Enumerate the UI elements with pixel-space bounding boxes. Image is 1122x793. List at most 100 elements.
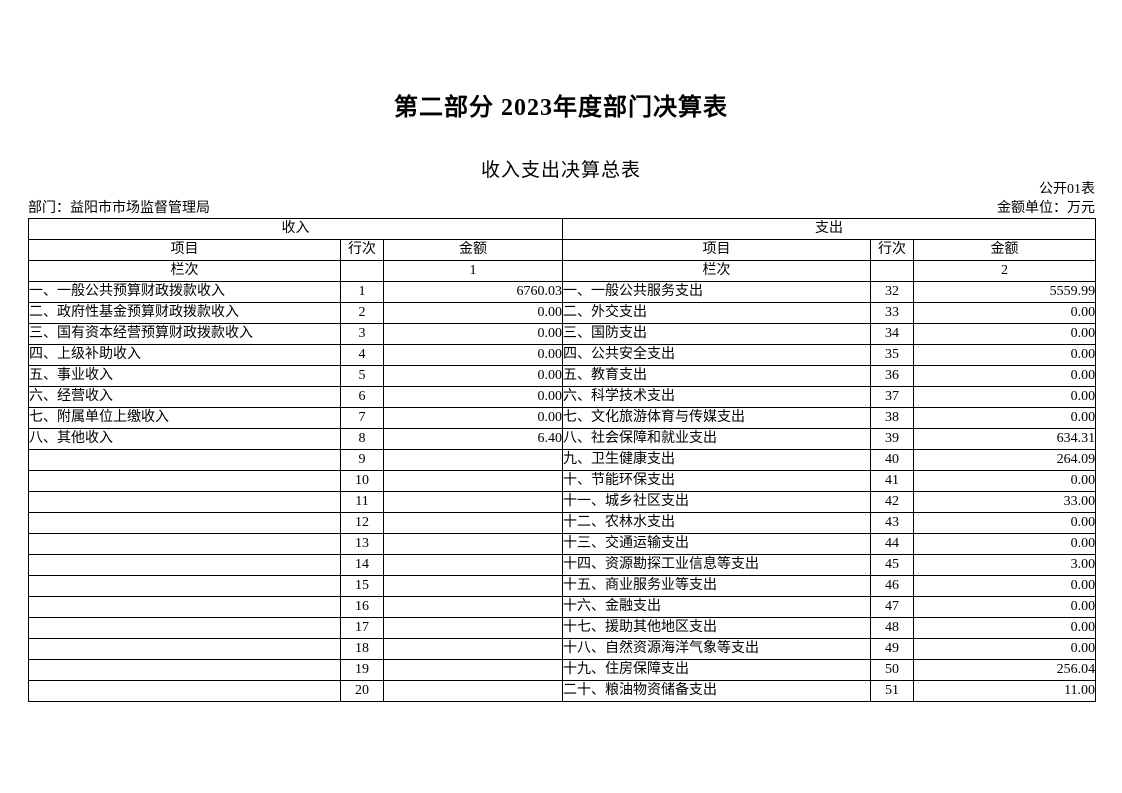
expense-item-cell: 五、教育支出 [562,365,872,387]
expense-item-cell: 三、国防支出 [562,323,872,345]
expense-rowno-cell: 41 [870,470,915,492]
table-row: 一、一般公共预算财政拨款收入 1 6760.03 一、一般公共服务支出 32 5559.9… [28,281,1097,303]
expense-item-cell: 十一、城乡社区支出 [562,491,872,513]
income-rowno-cell: 5 [340,365,384,387]
income-amount-cell [382,554,564,576]
table-row: 六、经营收入 6 0.00 六、科学技术支出 37 0.00 [28,386,1097,408]
expense-rowno-cell: 43 [870,512,915,534]
table-row: 10 十、节能环保支出 41 0.00 [28,470,1097,492]
expense-rowno-cell: 37 [870,386,915,408]
income-section-header: 收入 [27,218,564,240]
income-item-cell: 一、一般公共预算财政拨款收入 [28,281,341,303]
expense-rowno-cell: 40 [870,449,915,471]
income-rowno-cell: 11 [340,491,384,513]
income-item-cell: 八、其他收入 [28,428,341,450]
page-title: 第二部分 2023年度部门决算表 [394,95,728,121]
table-row: 16 十六、金融支出 47 0.00 [28,596,1097,618]
income-rowno-cell: 17 [340,617,384,639]
income-item-cell [28,617,341,639]
expense-item-cell: 四、公共安全支出 [562,344,872,366]
table-row: 四、上级补助收入 4 0.00 四、公共安全支出 35 0.00 [28,344,1097,366]
income-amount-cell [382,533,564,555]
expense-amount-cell: 0.00 [913,533,1097,555]
expense-item-cell: 十七、援助其他地区支出 [562,617,872,639]
income-rowno-cell: 15 [340,575,384,597]
table-row: 14 十四、资源勘探工业信息等支出 45 3.00 [28,554,1097,576]
income-item-cell: 六、经营收入 [28,386,341,408]
income-rowno-cell: 9 [340,449,384,471]
expense-rowno-cell: 42 [870,491,915,513]
expense-rowno-cell: 48 [870,617,915,639]
expense-rowno-cell: 38 [870,407,915,429]
column-header-row: 项目 行次 金额 项目 行次 金额 [28,239,1097,261]
income-amount-cell [382,449,564,471]
income-rowno-cell: 16 [340,596,384,618]
expense-amount-cell: 0.00 [913,575,1097,597]
table-code: 公开01表 [1039,182,1095,197]
expense-amount-cell: 0.00 [913,470,1097,492]
expense-amount-cell: 0.00 [913,365,1097,387]
table-row: 二、政府性基金预算财政拨款收入 2 0.00 二、外交支出 33 0.00 [28,302,1097,324]
expense-amount-cell: 0.00 [913,512,1097,534]
table-row: 17 十七、援助其他地区支出 48 0.00 [28,617,1097,639]
income-rowno-cell: 18 [340,638,384,660]
income-amount-cell [382,596,564,618]
income-item-cell: 三、国有资本经营预算财政拨款收入 [28,323,341,345]
income-rowno-cell: 6 [340,386,384,408]
income-rowno-cell: 12 [340,512,384,534]
income-amount-cell: 0.00 [382,323,564,345]
department-label: 部门：益阳市市场监督管理局 [28,201,210,216]
expense-rowno-cell: 36 [870,365,915,387]
income-amount-cell [382,638,564,660]
expense-rowno-cell: 47 [870,596,915,618]
expense-amount-cell: 0.00 [913,323,1097,345]
income-item-cell [28,470,341,492]
income-index-number: 1 [382,260,564,282]
expense-item-cell: 二、外交支出 [562,302,872,324]
expense-amount-cell: 634.31 [913,428,1097,450]
income-index-rowno-blank [340,260,384,282]
income-item-cell: 七、附属单位上缴收入 [28,407,341,429]
expense-item-cell: 八、社会保障和就业支出 [562,428,872,450]
expense-item-cell: 十五、商业服务业等支出 [562,575,872,597]
income-item-cell [28,680,341,702]
table-row: 20 二十、粮油物资储备支出 51 11.00 [28,680,1097,702]
expense-rowno-cell: 34 [870,323,915,345]
income-amount-cell [382,575,564,597]
income-rowno-cell: 20 [340,680,384,702]
expense-index-rowno-blank [870,260,915,282]
income-rowno-cell: 14 [340,554,384,576]
income-item-cell [28,575,341,597]
table-row: 八、其他收入 8 6.40 八、社会保障和就业支出 39 634.31 [28,428,1097,450]
income-item-cell: 二、政府性基金预算财政拨款收入 [28,302,341,324]
income-amount-cell: 6760.03 [382,281,564,303]
income-amount-cell: 6.40 [382,428,564,450]
expense-item-cell: 十八、自然资源海洋气象等支出 [562,638,872,660]
income-amount-cell [382,470,564,492]
table-row: 19 十九、住房保障支出 50 256.04 [28,659,1097,681]
income-expense-table: 收入 支出 项目 行次 金额 项目 行次 金额 栏次 1 栏次 2 一、一般公共… [27,218,1097,702]
expense-rowno-cell: 44 [870,533,915,555]
expense-amount-cell: 0.00 [913,302,1097,324]
income-amount-cell: 0.00 [382,407,564,429]
expense-amount-cell: 3.00 [913,554,1097,576]
income-rowno-cell: 2 [340,302,384,324]
income-amount-cell [382,491,564,513]
table-row: 七、附属单位上缴收入 7 0.00 七、文化旅游体育与传媒支出 38 0.00 [28,407,1097,429]
expense-rowno-cell: 50 [870,659,915,681]
income-item-cell [28,659,341,681]
income-amount-cell [382,659,564,681]
income-rowno-cell: 10 [340,470,384,492]
section-header-row: 收入 支出 [27,218,1097,240]
expense-amount-cell: 256.04 [913,659,1097,681]
table-row: 11 十一、城乡社区支出 42 33.00 [28,491,1097,513]
income-rowno-cell: 3 [340,323,384,345]
expense-rowno-cell: 49 [870,638,915,660]
income-amount-cell: 0.00 [382,344,564,366]
expense-rowno-cell: 45 [870,554,915,576]
income-item-cell [28,638,341,660]
income-col-item-header: 项目 [28,239,341,261]
income-item-cell [28,449,341,471]
expense-rowno-cell: 32 [870,281,915,303]
income-col-amount-header: 金额 [382,239,564,261]
